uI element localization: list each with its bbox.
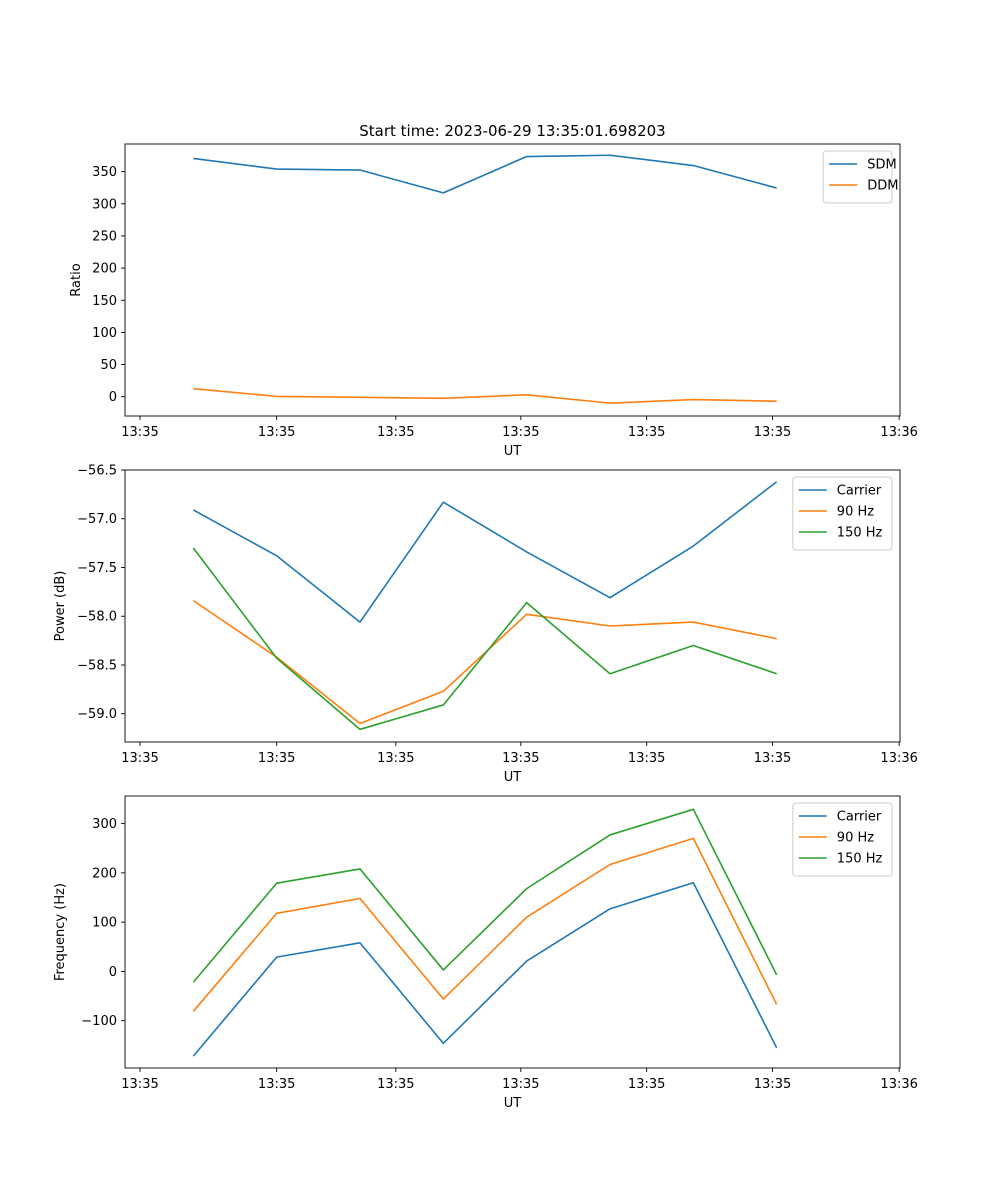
y-tick-label: 350 (92, 165, 117, 180)
x-tick-label: 13:35 (754, 1077, 791, 1092)
series-line (193, 154, 777, 194)
x-tick-label: 13:35 (377, 425, 414, 440)
y-axis-label: Power (dB) (53, 571, 68, 642)
x-tick-label: 13:36 (880, 1077, 917, 1092)
x-tick-label: 13:36 (880, 751, 917, 766)
chart-panel-2: 13:35 13:35 13:35 13:35 13:35 13:35 13:36 −59.0… (53, 464, 918, 786)
x-axis-label: UT (504, 770, 522, 785)
x-tick-label: 13:35 (628, 751, 665, 766)
legend-label: 150 Hz (837, 852, 883, 867)
x-tick-label: 13:35 (502, 1077, 539, 1092)
y-tick-label: 300 (92, 197, 117, 212)
legend-label: Carrier (837, 810, 882, 825)
plot-frame (124, 469, 901, 743)
x-tick-label: 13:35 (121, 751, 158, 766)
series-line (192, 547, 777, 731)
x-tick-label: 13:35 (502, 425, 539, 440)
y-tick-label: 0 (109, 965, 117, 980)
x-tick-label: 13:35 (258, 425, 295, 440)
series-line (192, 808, 778, 983)
x-axis-label: UT (504, 1096, 522, 1111)
plot-frame (124, 143, 901, 417)
legend-label: SDM (867, 158, 896, 173)
x-axis-label: UT (504, 444, 522, 459)
y-tick-label: −56.5 (77, 464, 117, 479)
x-tick-label: 13:35 (754, 751, 791, 766)
legend-label: 90 Hz (837, 831, 874, 846)
y-tick-label: 250 (92, 229, 117, 244)
x-tick-label: 13:35 (121, 425, 158, 440)
x-tick-label: 13:36 (880, 425, 917, 440)
y-axis-label: Frequency (Hz) (53, 883, 68, 981)
y-tick-label: −57.5 (77, 561, 117, 576)
y-tick-label: 200 (92, 262, 117, 277)
legend-label: DDM (867, 179, 898, 194)
series-line (193, 387, 777, 404)
x-tick-label: 13:35 (258, 1077, 295, 1092)
y-tick-label: 100 (92, 916, 117, 931)
legend-label: 150 Hz (837, 526, 883, 541)
y-tick-label: −59.0 (77, 707, 117, 722)
legend: Carrier 90 Hz 150 Hz (792, 802, 893, 877)
legend-label: Carrier (837, 484, 882, 499)
x-tick-label: 13:35 (502, 751, 539, 766)
figure-title: Start time: 2023-06-29 13:35:01.698203 (359, 122, 665, 140)
y-tick-label: 300 (92, 817, 117, 832)
y-tick-label: 100 (92, 326, 117, 341)
x-tick-label: 13:35 (754, 425, 791, 440)
y-tick-label: −58.5 (77, 658, 117, 673)
x-tick-label: 13:35 (628, 425, 665, 440)
series-line (192, 881, 778, 1057)
y-axis-label: Ratio (69, 263, 84, 296)
y-tick-label: 50 (100, 358, 117, 373)
y-tick-label: 200 (92, 866, 117, 881)
series-line (192, 481, 778, 623)
x-tick-label: 13:35 (628, 1077, 665, 1092)
chart-panel-1: 13:35 13:35 13:35 13:35 13:35 13:35 13:36 0 50 10… (69, 143, 918, 459)
x-tick-label: 13:35 (258, 751, 295, 766)
y-tick-label: 0 (109, 390, 117, 405)
x-tick-label: 13:35 (377, 1077, 414, 1092)
legend: Carrier 90 Hz 150 Hz (792, 476, 893, 551)
y-tick-label: −57.0 (77, 512, 117, 527)
charts-container: 13:35 13:35 13:35 13:35 13:35 13:35 13:36 0 50 10… (53, 143, 918, 1111)
y-tick-label: 150 (92, 294, 117, 309)
series-line (192, 837, 778, 1012)
legend-label: 90 Hz (837, 505, 874, 520)
y-tick-label: −58.0 (77, 610, 117, 625)
x-tick-label: 13:35 (121, 1077, 158, 1092)
legend: SDM DDM (822, 150, 898, 204)
y-tick-label: −100 (81, 1014, 117, 1029)
x-tick-label: 13:35 (377, 751, 414, 766)
chart-panel-3: 13:35 13:35 13:35 13:35 13:35 13:35 13:36 −100 0… (53, 795, 918, 1111)
plot-frame (124, 795, 901, 1069)
